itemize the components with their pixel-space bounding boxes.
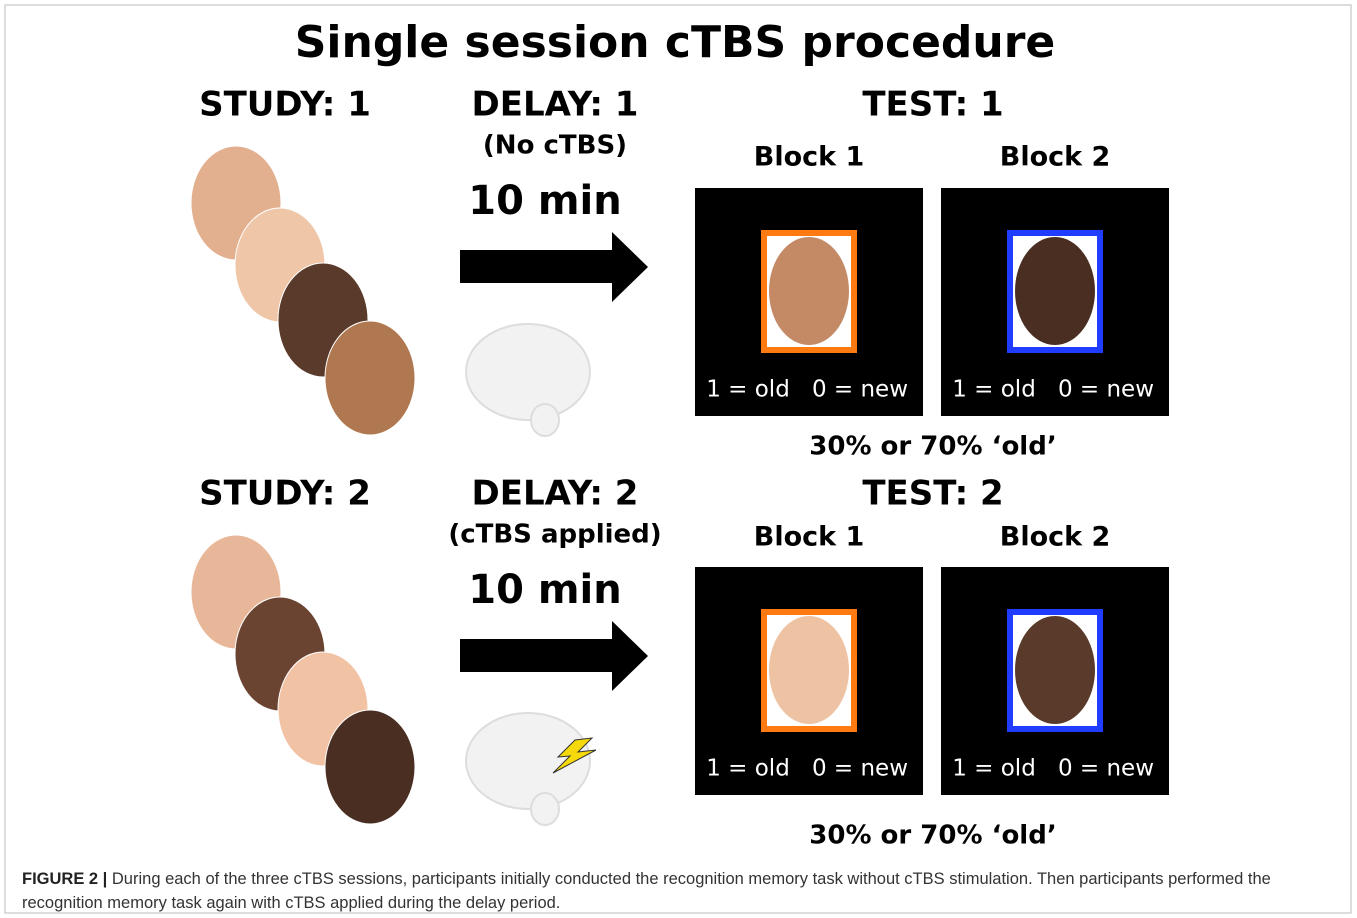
proportion: 30% or 70% ‘old’ bbox=[809, 432, 1056, 462]
key-new: 0 = new bbox=[1058, 756, 1154, 782]
block-label: Block 1 bbox=[754, 142, 865, 173]
page: Single session cTBS procedure STUDY: 1 DE… bbox=[0, 0, 1357, 918]
key-old: 1 = old bbox=[706, 756, 790, 782]
face bbox=[325, 321, 415, 435]
duration: 10 min bbox=[468, 178, 621, 224]
key-old: 1 = old bbox=[952, 377, 1036, 403]
figure: Single session cTBS procedure STUDY: 1 DE… bbox=[0, 0, 1357, 918]
arrow bbox=[460, 232, 648, 302]
test-label: TEST: 1 bbox=[862, 85, 1003, 125]
duration: 10 min bbox=[468, 567, 621, 613]
delay-note: (No cTBS) bbox=[483, 131, 627, 161]
block-label: Block 1 bbox=[754, 522, 865, 553]
key-new: 0 = new bbox=[812, 377, 908, 403]
brain bbox=[466, 324, 590, 420]
caption-label: FIGURE 2 | bbox=[22, 870, 107, 888]
key-new: 0 = new bbox=[1058, 377, 1154, 403]
key-new: 0 = new bbox=[812, 756, 908, 782]
delay-label: DELAY: 1 bbox=[472, 85, 639, 125]
arrow bbox=[460, 621, 648, 691]
face bbox=[1015, 616, 1095, 724]
face bbox=[769, 237, 849, 345]
caption: FIGURE 2 | During each of the three cTBS… bbox=[22, 867, 1322, 915]
face bbox=[769, 616, 849, 724]
figure-title: Single session cTBS procedure bbox=[295, 17, 1056, 68]
brain-stem bbox=[531, 404, 559, 436]
block-label: Block 2 bbox=[1000, 522, 1111, 553]
block-label: Block 2 bbox=[1000, 142, 1111, 173]
key-old: 1 = old bbox=[952, 756, 1036, 782]
study-label: STUDY: 2 bbox=[199, 474, 371, 514]
proportion: 30% or 70% ‘old’ bbox=[809, 821, 1056, 851]
face bbox=[1015, 237, 1095, 345]
key-old: 1 = old bbox=[706, 377, 790, 403]
delay-note: (cTBS applied) bbox=[448, 520, 661, 550]
test-label: TEST: 2 bbox=[862, 474, 1003, 514]
delay-label: DELAY: 2 bbox=[472, 474, 639, 514]
study-label: STUDY: 1 bbox=[199, 85, 371, 125]
brain-stem bbox=[531, 793, 559, 825]
face bbox=[325, 710, 415, 824]
caption-text: During each of the three cTBS sessions, … bbox=[22, 870, 1271, 912]
